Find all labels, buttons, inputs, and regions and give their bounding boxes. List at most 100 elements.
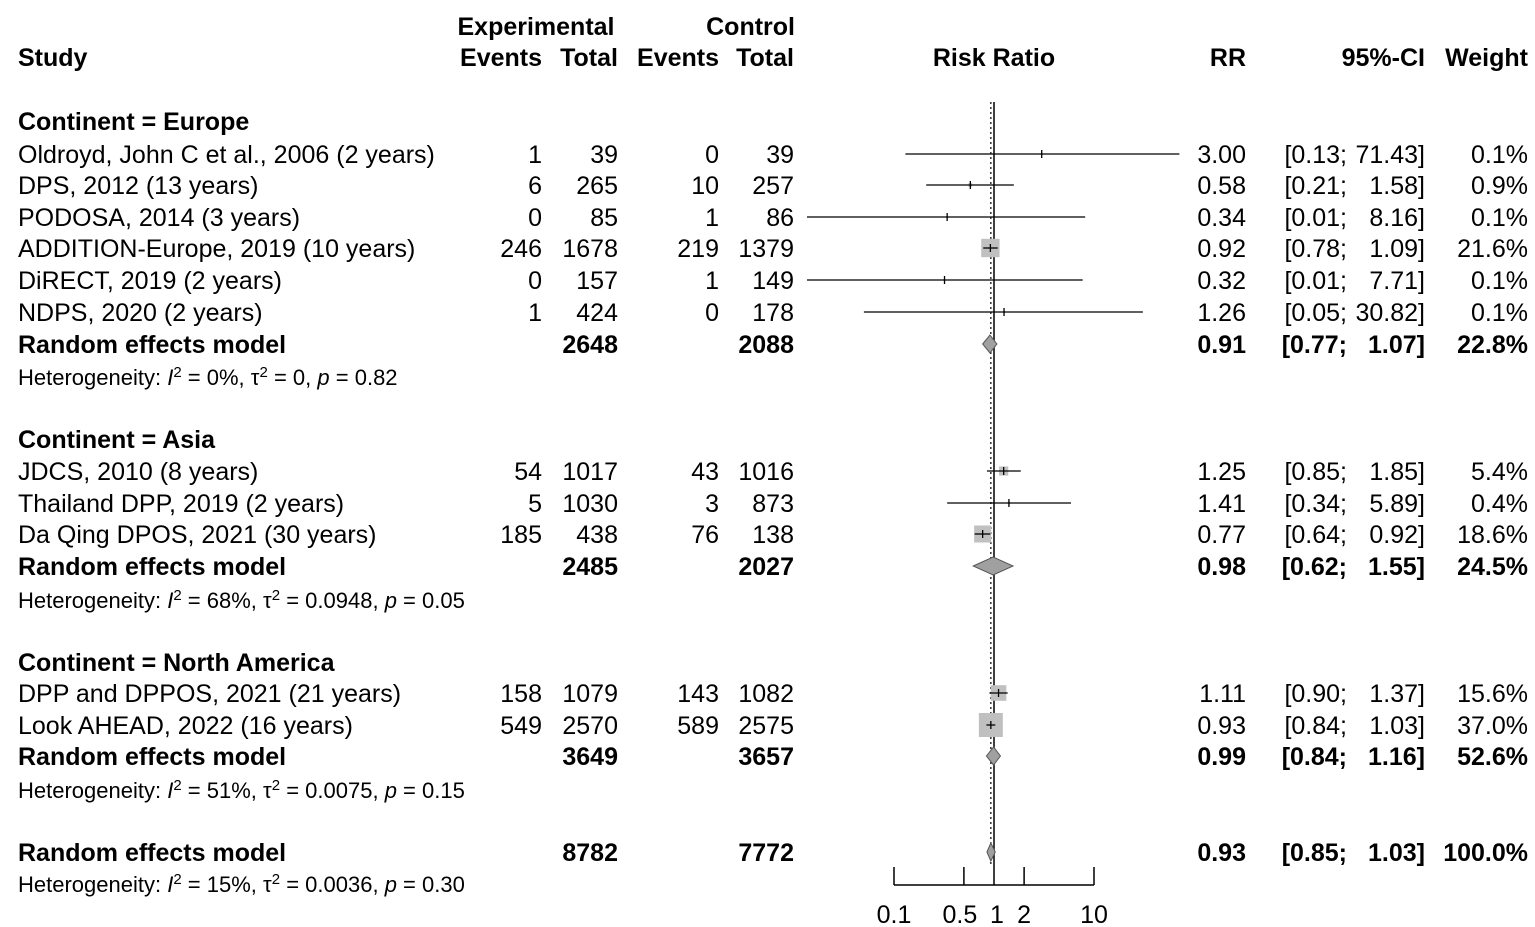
- exp-total: 1678: [562, 235, 618, 263]
- study-name: DiRECT, 2019 (2 years): [18, 267, 282, 295]
- study-ci-high: 8.16]: [1369, 204, 1425, 232]
- header-ctrl-total: Total: [736, 44, 794, 72]
- summary-exp-total: 3649: [562, 743, 618, 771]
- exp-events: 0: [528, 204, 542, 232]
- study-ci-high: 7.71]: [1369, 267, 1425, 295]
- ctrl-total: 149: [752, 267, 794, 295]
- exp-total: 1030: [562, 490, 618, 518]
- exp-total: 39: [590, 141, 618, 169]
- summary-diamond: [972, 556, 1015, 576]
- exp-events: 549: [500, 712, 542, 740]
- summary-ci-high: 1.55]: [1368, 553, 1425, 581]
- ctrl-total: 2575: [738, 712, 794, 740]
- study-weight: 0.1%: [1471, 267, 1528, 295]
- heterogeneity-text: Heterogeneity: I2 = 0%, τ2 = 0, p = 0.82: [18, 364, 398, 391]
- exp-total: 85: [590, 204, 618, 232]
- summary-exp-total: 2648: [562, 331, 618, 359]
- summary-rr: 0.91: [1197, 331, 1246, 359]
- study-ci-high: 1.58]: [1369, 172, 1425, 200]
- ctrl-total: 86: [766, 204, 794, 232]
- study-ci-low: [0.13;: [1284, 141, 1347, 169]
- study-ci-low: [0.85;: [1284, 458, 1347, 486]
- summary-ci-low: [0.84;: [1282, 743, 1347, 771]
- study-ci-low: [0.21;: [1284, 172, 1347, 200]
- exp-total: 1079: [562, 680, 618, 708]
- reference-lines: [990, 102, 995, 867]
- exp-events: 54: [514, 458, 542, 486]
- heterogeneity-part: 0.30: [422, 872, 465, 897]
- heterogeneity-part: 15%: [207, 872, 251, 897]
- heterogeneity-part: =: [280, 778, 305, 803]
- ctrl-total: 1379: [738, 235, 794, 263]
- x-axis-tick-label: 2: [1017, 901, 1031, 927]
- ctrl-events: 589: [677, 712, 719, 740]
- heterogeneity-part: 2: [272, 777, 280, 794]
- study-rr: 1.25: [1197, 458, 1246, 486]
- study-ci-low: [0.78;: [1284, 235, 1347, 263]
- ctrl-events: 1: [705, 204, 719, 232]
- heterogeneity-part: τ: [263, 778, 272, 803]
- heterogeneity-part: I: [167, 872, 173, 897]
- exp-events: 1: [528, 299, 542, 327]
- study-ci-high: 5.89]: [1369, 490, 1425, 518]
- study-ci-high: 1.37]: [1369, 680, 1425, 708]
- study-ci-low: [0.90;: [1284, 680, 1347, 708]
- summary-ctrl-total: 7772: [738, 839, 794, 867]
- heterogeneity-part: 51%: [207, 778, 251, 803]
- study-rr: 0.34: [1197, 204, 1246, 232]
- ctrl-events: 219: [677, 235, 719, 263]
- study-weight: 21.6%: [1457, 235, 1528, 263]
- ctrl-total: 39: [766, 141, 794, 169]
- summary-diamond: [982, 334, 998, 354]
- study-rr: 0.93: [1197, 712, 1246, 740]
- study-ci-low: [0.01;: [1284, 267, 1347, 295]
- heterogeneity-part: p: [384, 872, 397, 897]
- study-ci-high: 1.85]: [1369, 458, 1425, 486]
- study-name: DPS, 2012 (13 years): [18, 172, 258, 200]
- heterogeneity-part: ,: [239, 365, 251, 390]
- heterogeneity-part: τ: [263, 872, 272, 897]
- study-rr: 3.00: [1197, 141, 1246, 169]
- study-name: Oldroyd, John C et al., 2006 (2 years): [18, 141, 435, 169]
- ctrl-events: 3: [705, 490, 719, 518]
- heterogeneity-part: I: [167, 778, 173, 803]
- exp-events: 6: [528, 172, 542, 200]
- heterogeneity-part: ,: [372, 778, 384, 803]
- heterogeneity-part: ,: [251, 872, 263, 897]
- study-ci-high: 1.09]: [1369, 235, 1425, 263]
- group-label: Continent = North America: [18, 649, 336, 677]
- heterogeneity-part: Heterogeneity:: [18, 778, 167, 803]
- ctrl-total: 1082: [738, 680, 794, 708]
- study-name: ADDITION-Europe, 2019 (10 years): [18, 235, 415, 263]
- study-rr: 0.77: [1197, 521, 1246, 549]
- study-rr: 1.11: [1199, 680, 1246, 708]
- heterogeneity-part: 68%: [207, 588, 251, 613]
- ctrl-total: 1016: [738, 458, 794, 486]
- heterogeneity-part: =: [397, 588, 422, 613]
- ctrl-events: 76: [691, 521, 719, 549]
- summary-label: Random effects model: [18, 839, 286, 867]
- summary-weight: 22.8%: [1457, 331, 1528, 359]
- heterogeneity-part: 2: [272, 871, 280, 888]
- heterogeneity-part: 0.82: [355, 365, 398, 390]
- summary-weight: 100.0%: [1443, 839, 1528, 867]
- x-axis-tick-label: 1: [990, 901, 1004, 927]
- summary-rr: 0.93: [1197, 839, 1246, 867]
- study-ci-high: 30.82]: [1355, 299, 1425, 327]
- heterogeneity-part: p: [316, 365, 329, 390]
- study-ci-low: [0.05;: [1284, 299, 1347, 327]
- study-rows: Continent = Europe Oldroyd, John C et al.…: [18, 108, 1528, 897]
- x-axis-tick-label: 0.5: [943, 901, 978, 927]
- study-ci-high: 1.03]: [1369, 712, 1425, 740]
- heterogeneity-part: 0.0948: [305, 588, 372, 613]
- study-ci-low: [0.84;: [1284, 712, 1347, 740]
- header-ci: 95%-CI: [1342, 44, 1425, 72]
- exp-total: 424: [576, 299, 618, 327]
- study-name: JDCS, 2010 (8 years): [18, 458, 258, 486]
- heterogeneity-part: ,: [305, 365, 317, 390]
- heterogeneity-part: τ: [251, 365, 260, 390]
- heterogeneity-part: 0.0036: [305, 872, 372, 897]
- study-rr: 0.58: [1197, 172, 1246, 200]
- heterogeneity-part: =: [182, 588, 207, 613]
- heterogeneity-part: Heterogeneity:: [18, 872, 167, 897]
